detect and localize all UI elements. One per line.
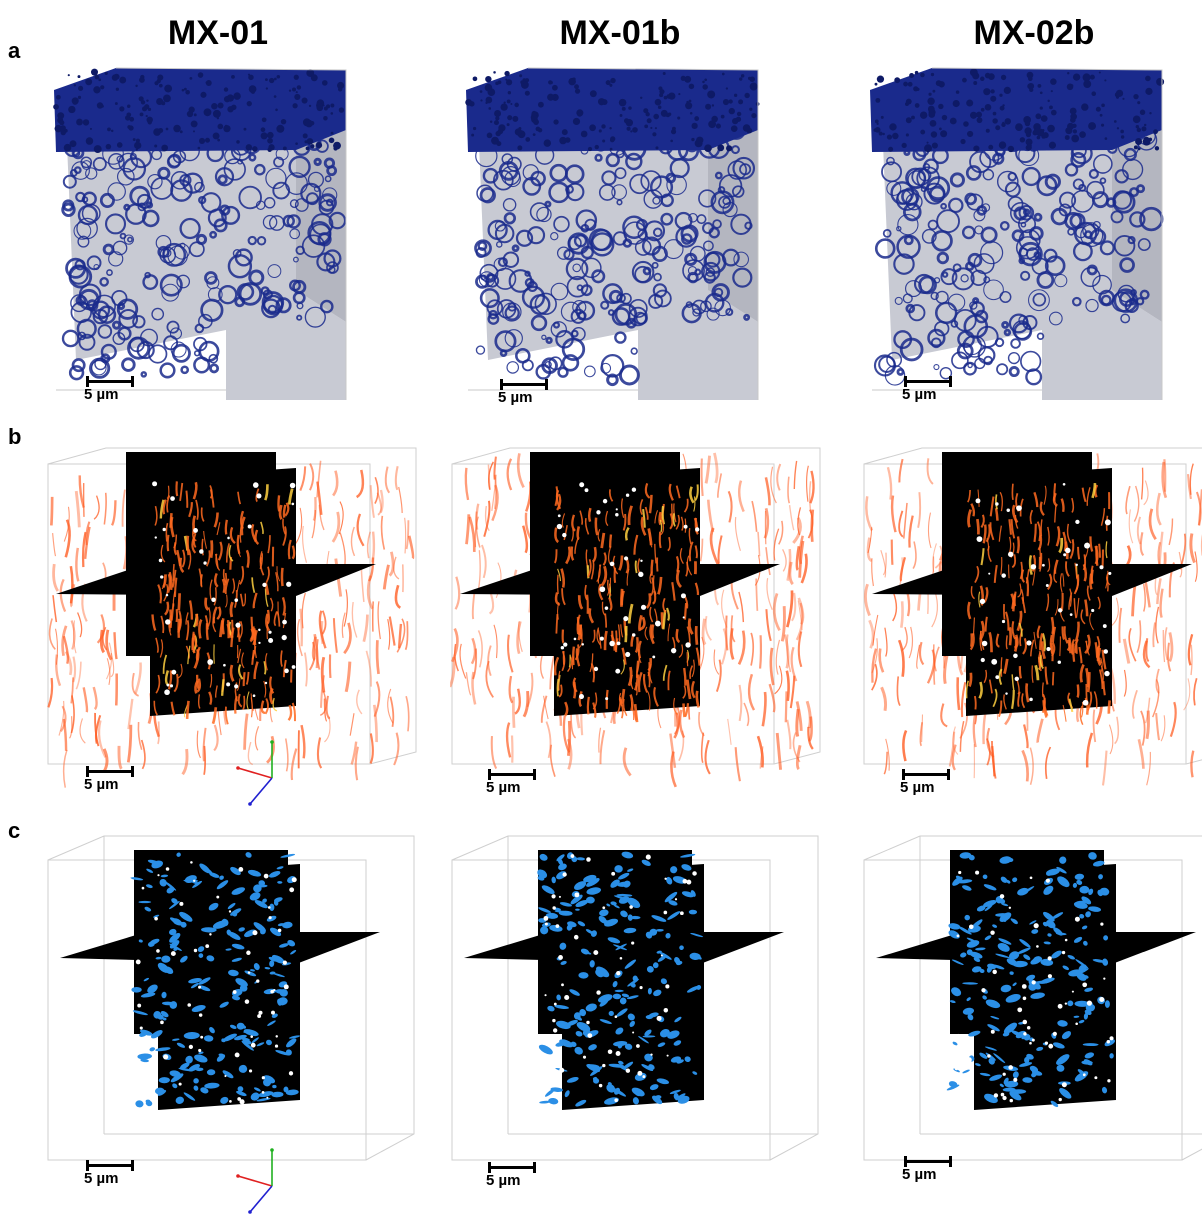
axes-triad-b (232, 738, 302, 808)
column-title-mx-01: MX-01 (167, 14, 269, 52)
panel-a-mx-02b (862, 60, 1202, 420)
scale-bar-label: 5 µm (84, 1170, 119, 1187)
panel-c-mx-01 (46, 834, 446, 1194)
panel-a-mx-01b (458, 60, 858, 420)
axes-triad-c (232, 1146, 302, 1216)
panel-b-mx-02b (862, 446, 1202, 806)
scale-bar-label: 5 µm (498, 389, 533, 406)
scale-bar: 5 µm (902, 1156, 962, 1186)
row-label-c: c (8, 818, 21, 843)
panel-c-mx-01b (450, 834, 850, 1194)
column-title-mx-01b: MX-01b (559, 14, 681, 52)
panel-c-mx-02b (862, 834, 1202, 1194)
panel-a-mx-01 (46, 60, 446, 420)
column-title-mx-02b: MX-02b (973, 14, 1095, 52)
scale-bar: 5 µm (84, 766, 144, 796)
row-label-b: b (8, 424, 22, 449)
scale-bar: 5 µm (498, 379, 558, 409)
scale-bar: 5 µm (486, 769, 546, 799)
scale-bar: 5 µm (84, 376, 144, 406)
panel-b-mx-01 (46, 446, 446, 806)
scale-bar-label: 5 µm (84, 776, 119, 793)
scale-bar: 5 µm (900, 769, 960, 799)
scale-bar: 5 µm (84, 1160, 144, 1190)
row-label-a: a (8, 38, 21, 63)
scale-bar: 5 µm (486, 1162, 546, 1192)
panel-b-mx-01b (450, 446, 850, 806)
scale-bar-label: 5 µm (900, 779, 935, 796)
scale-bar: 5 µm (902, 376, 962, 406)
scale-bar-label: 5 µm (486, 1172, 521, 1189)
scale-bar-label: 5 µm (902, 386, 937, 403)
scale-bar-label: 5 µm (486, 779, 521, 796)
scale-bar-label: 5 µm (902, 1166, 937, 1183)
scale-bar-label: 5 µm (84, 386, 119, 403)
